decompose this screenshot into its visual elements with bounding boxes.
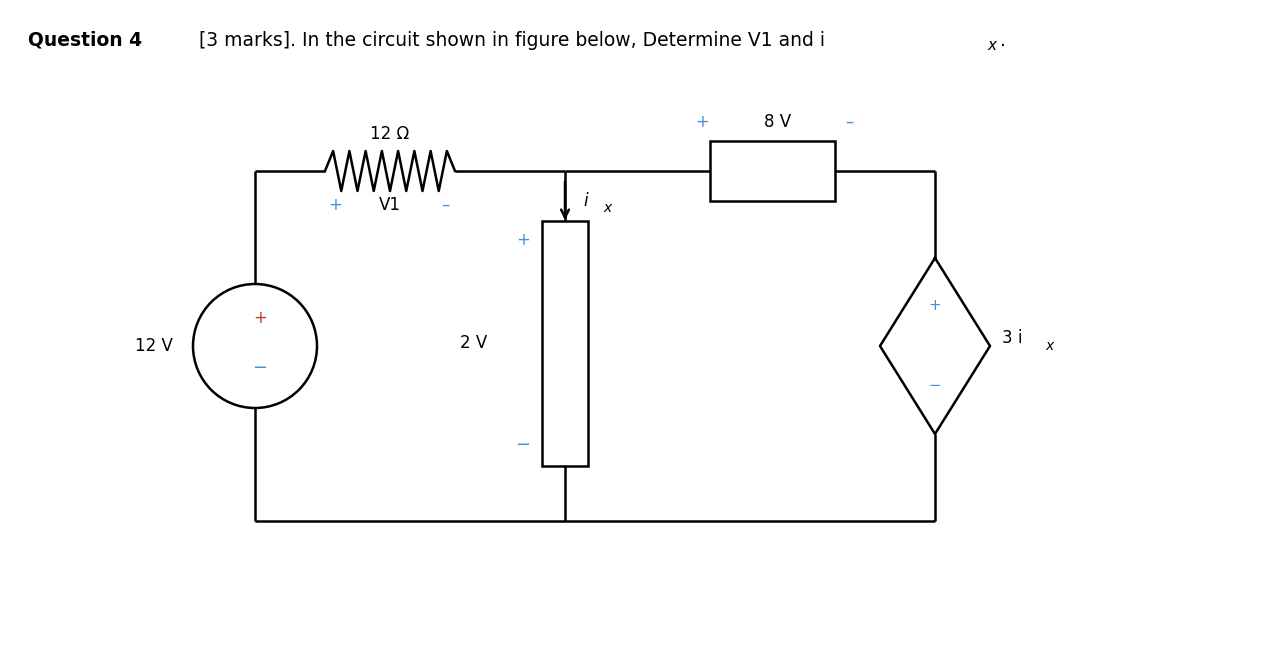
Text: 8 V: 8 V: [764, 113, 791, 131]
Text: +: +: [516, 231, 530, 249]
Text: Question 4: Question 4: [28, 31, 143, 50]
Text: +: +: [929, 298, 941, 314]
Text: 2 V: 2 V: [460, 335, 487, 352]
Text: i: i: [583, 192, 587, 210]
Text: x: x: [603, 201, 612, 215]
Text: 12 Ω: 12 Ω: [371, 125, 410, 143]
Text: .: .: [1000, 31, 1006, 50]
Text: –: –: [441, 196, 450, 214]
Text: 3 i: 3 i: [1001, 329, 1023, 347]
Text: −: −: [515, 436, 530, 454]
Bar: [710, 141, 834, 201]
Text: 12 V: 12 V: [135, 337, 173, 355]
Bar: [541, 221, 589, 466]
Text: −: −: [929, 379, 941, 394]
Text: x: x: [1045, 339, 1054, 353]
Text: x: x: [987, 38, 996, 53]
Text: +: +: [329, 196, 341, 214]
Text: −: −: [252, 359, 268, 377]
Text: +: +: [254, 309, 268, 327]
Text: –: –: [845, 113, 854, 131]
Text: V1: V1: [378, 196, 401, 214]
Text: [3 marks]. In the circuit shown in figure below, Determine V1 and i: [3 marks]. In the circuit shown in figur…: [192, 31, 826, 50]
Text: +: +: [696, 113, 708, 131]
